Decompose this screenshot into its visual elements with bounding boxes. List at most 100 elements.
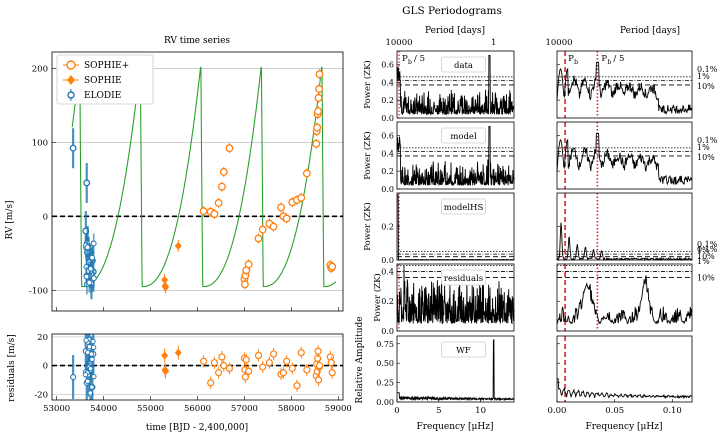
elodie-res-point [87,365,94,372]
sophie-plus-res-point [245,367,253,375]
time-xlabel: time [BJD - 2,400,000] [146,423,248,433]
time-xtick-label: 55000 [137,404,164,414]
sophie-plus-res-point [220,361,228,370]
modelHS-left-periodogram: 0.0 0.2 modelHS [381,192,515,265]
gls-ytick-label: 0.4 [381,267,394,276]
sophie-plus-point [315,70,324,79]
panel-label: model [450,132,477,142]
sophie-point [162,283,170,292]
fap-label: 1% [697,143,710,152]
sophie-plus-res-point [218,353,226,361]
pb-text: P [601,54,607,64]
legend-elodie-marker [67,91,75,99]
rv-ylabel: RV [m/s] [5,200,15,239]
sophie-plus-point [313,123,322,132]
sophie-plus-res-point [288,364,296,373]
sophie-plus-res-point [293,382,301,390]
gls-axes-frame [396,50,515,119]
res-ytick-label: 20 [37,333,48,343]
gls-ytick-label: 0.0 [381,327,394,336]
sophie-plus-point [314,93,323,102]
sophie-plus-point [282,214,291,223]
elodie-res-point [90,344,97,351]
panel-label: modelHS [444,203,484,213]
sophie-plus-res-point [254,351,263,360]
pb5-text: / 5 [613,54,624,64]
freq-xtick-label-right: 0.00 [548,406,567,416]
rv-ytick-label: 0 [43,212,48,222]
fap-label: 1% [697,72,710,81]
periodogram-curve [397,339,515,402]
gls-ytick-label: 0.2 [381,223,394,232]
sophie-plus-point [219,167,228,176]
legend: SOPHIE+ SOPHIE ELODIE [56,54,154,105]
freq-xtick-label-left: 0 [394,406,399,416]
elodie-res-point [88,351,95,357]
WF-left-periodogram: 0.00 0.25 0.50 0.75 WF [376,335,515,407]
power-ylabel: Power (ZK) [372,273,383,321]
sophie-plus-point [314,107,323,116]
legend-elodie: ELODIE [84,91,121,101]
legend-box [56,54,154,105]
panel-label-box [441,198,486,215]
time-xtick-label: 53000 [43,404,70,414]
sophie-plus-point [315,85,324,93]
res-ytick-label: 0 [43,362,48,372]
rv-ytick-label: 200 [32,64,48,74]
sophie-plus-point [244,260,253,269]
gls-ytick-label: 0.2 [381,167,394,176]
gls-ytick-label: 0.0 [381,185,394,194]
pb-text: P [568,54,574,64]
sophie-plus-res-point [259,363,267,371]
periodogram-curve [396,265,515,325]
pb5-text: / 5 [414,54,425,64]
period-label-left: Period [days] [425,26,485,36]
sophie-plus-point [210,210,219,219]
gls-ytick-label: 0.2 [381,96,394,105]
sophie-plus-res-point [315,361,324,370]
power-ylabel: Power (ZK) [362,60,373,108]
gls-ytick-label: 0.00 [376,398,394,407]
elodie-point [69,144,77,152]
rv-ytick-label: -100 [29,286,48,296]
amp-ylabel: Relative Amplitude [355,316,365,403]
sophie-res-point [162,367,170,376]
sophie-plus-res-point [326,353,334,361]
elodie-point [89,254,95,261]
power-ylabel: Power (ZK) [362,131,373,179]
rv-ytick-label: 100 [32,138,48,148]
sophie-res-point [161,351,169,360]
residuals-right-periodogram [556,263,693,332]
sophie-plus-res-point [241,373,249,381]
periodogram-curve [556,275,693,325]
elodie-res-point [82,371,89,378]
residuals-left-periodogram: 0.0 0.2 0.4 residuals [381,263,515,336]
gls-ytick-label: 0.2 [381,297,394,306]
fap-label: 0.1% [697,136,718,145]
sophie-plus-res-point [303,366,311,374]
fap-label: 0.1% [697,65,718,74]
model-left-periodogram: 0.0 0.2 0.4 0.6 model [381,121,515,194]
sophie-plus-point [240,280,249,289]
panel-label: data [454,61,473,71]
legend-sophie-plus-marker [66,60,76,70]
periodogram-curve [396,126,515,187]
sophie-plus-res-point [200,357,208,365]
sophie-res-point [174,348,182,357]
elodie-res-point [83,337,89,343]
fap-label: 10% [697,82,715,91]
sophie-plus-point [328,262,337,271]
sophie-plus-res-point [314,347,322,355]
gls-ytick-label: 0.0 [381,114,394,123]
gls-axes-frame [396,335,515,403]
fap-label: 10% [697,273,715,282]
elodie-point [84,244,91,251]
gls-ytick-label: 0.6 [381,60,394,69]
sophie-plus-point [199,207,208,216]
left-period-tick: 10000 [385,38,412,48]
elodie-res-point [70,373,77,381]
pb-text: P [402,54,408,64]
fap-label: 10% [697,153,715,162]
legend-sophie: SOPHIE [84,76,122,86]
data-right-periodogram [556,50,693,119]
